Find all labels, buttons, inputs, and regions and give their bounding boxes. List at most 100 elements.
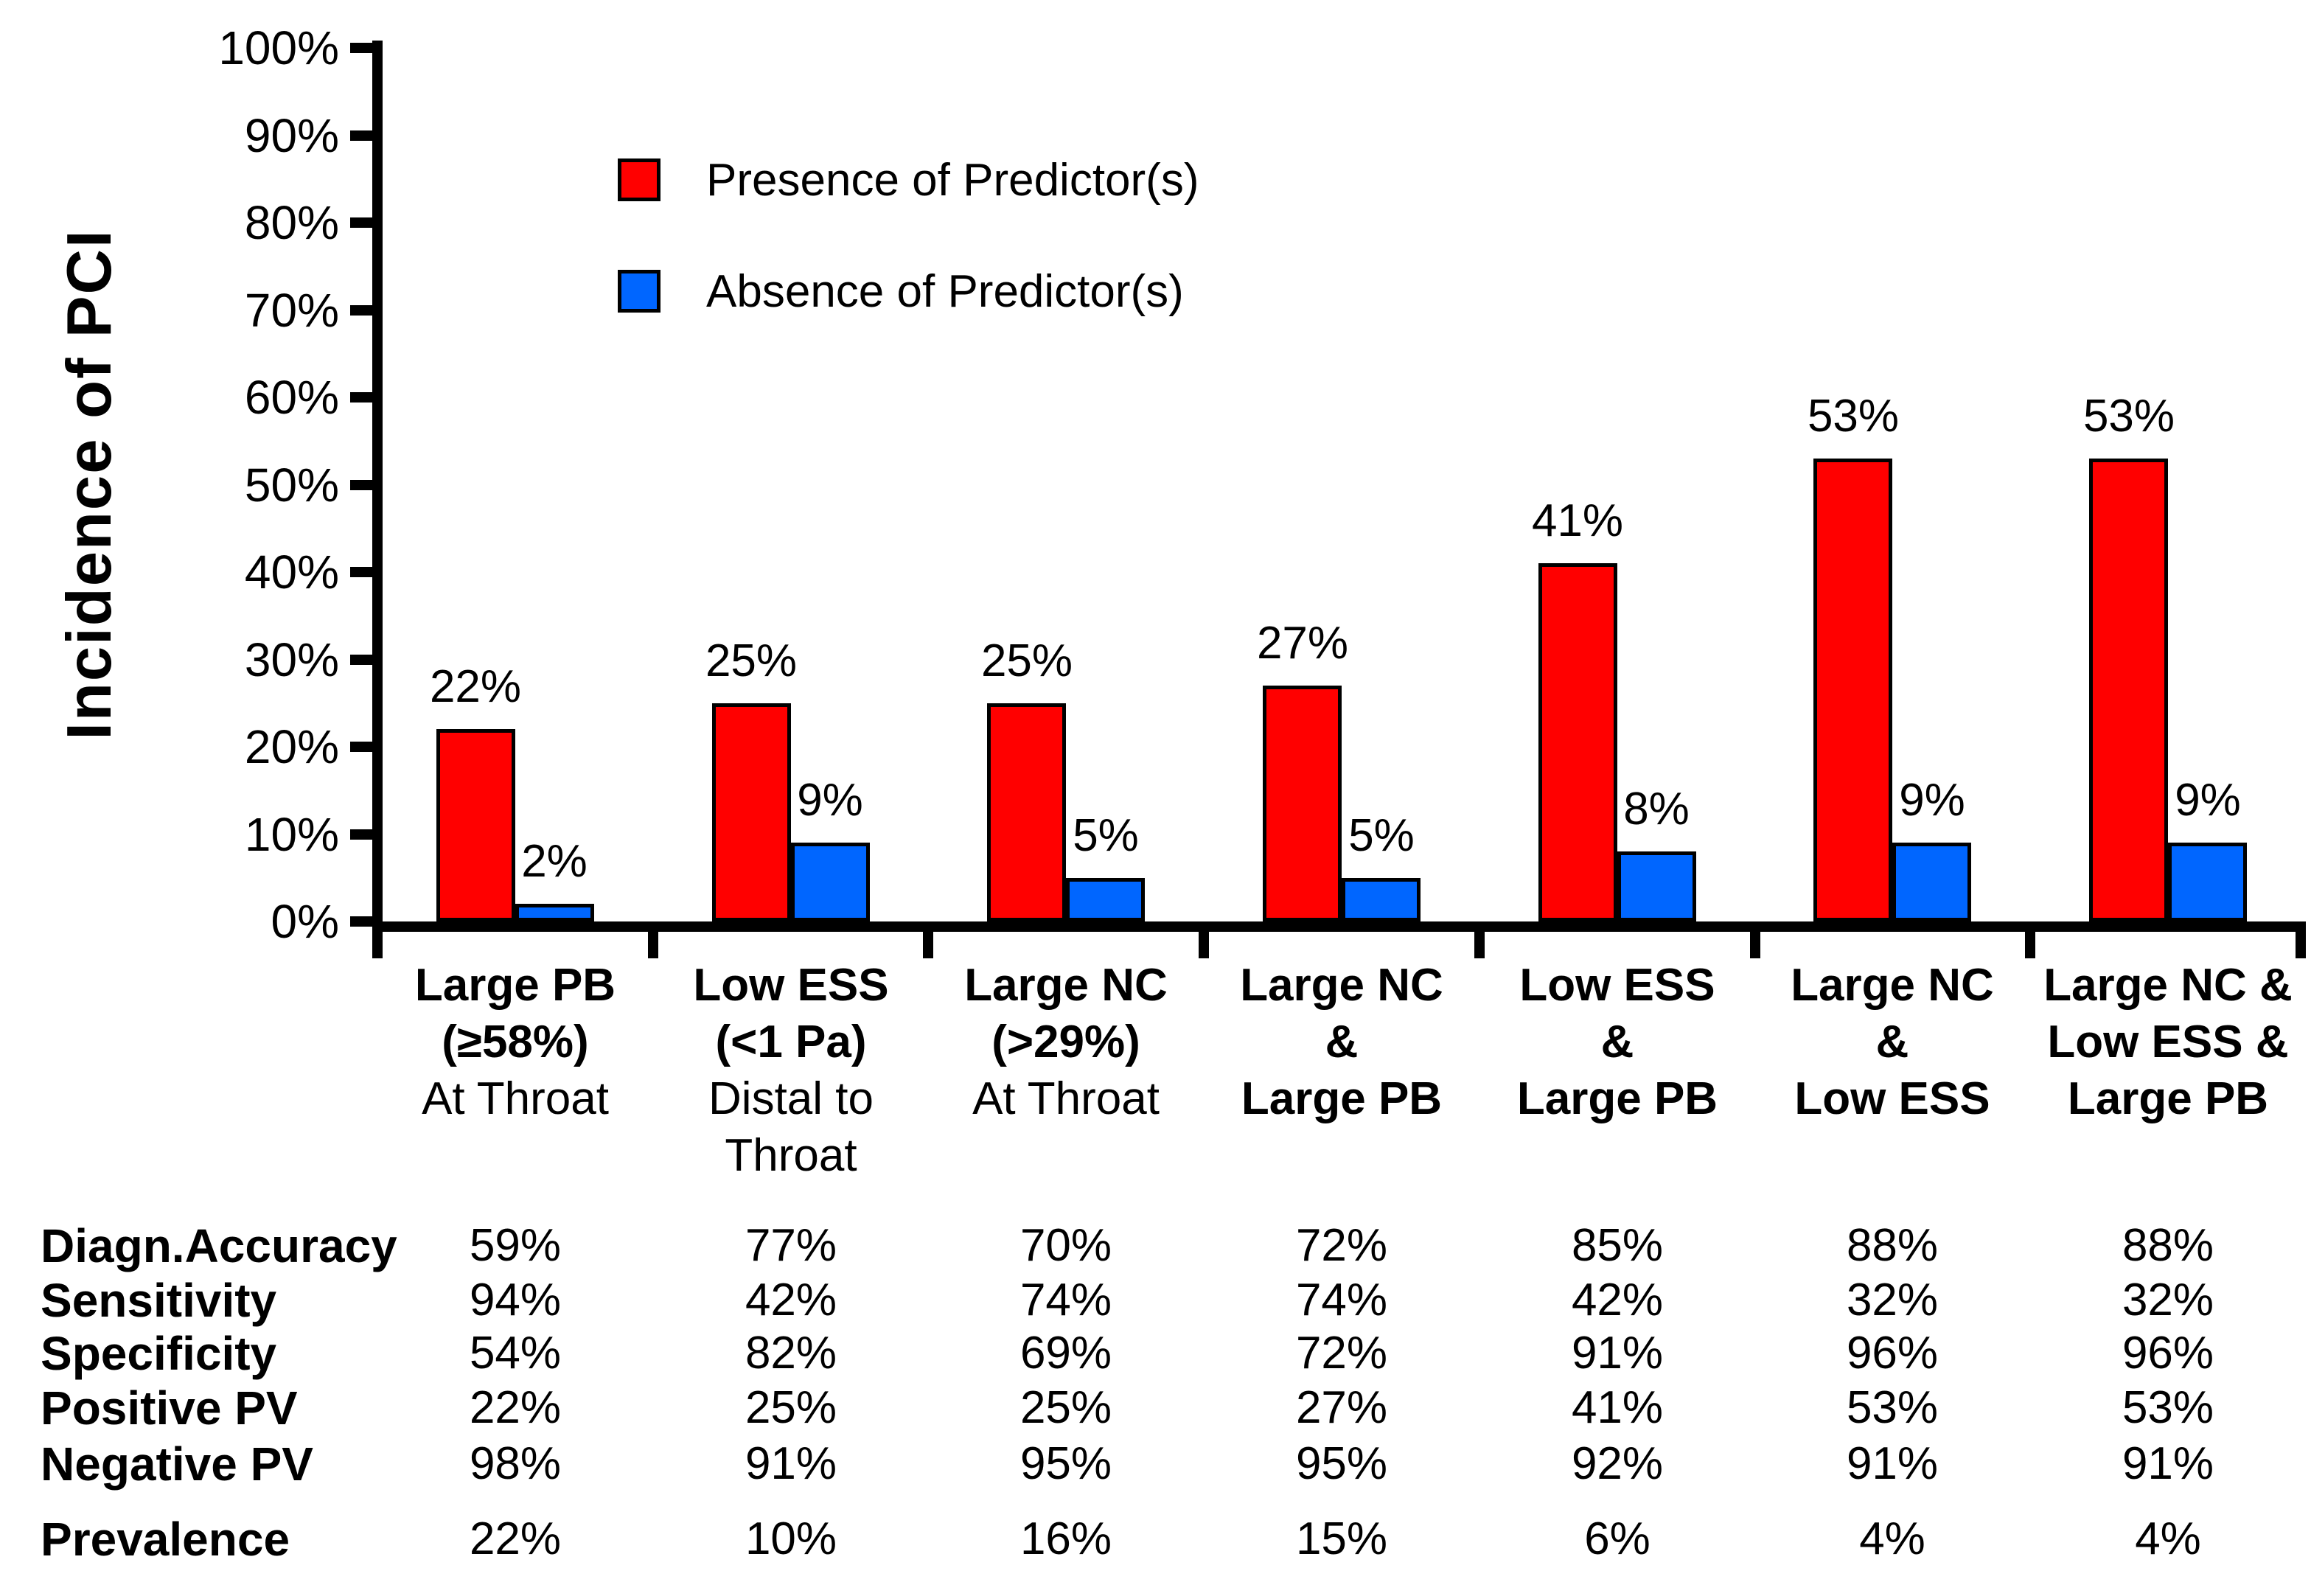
table-cell: 25% [1019,1382,1112,1433]
bar-absence-4 [1342,878,1421,921]
table-cell: 91% [1571,1328,1664,1379]
table-cell: 10% [745,1513,837,1564]
bar-absence-7 [2168,843,2247,921]
table-cell: 91% [745,1438,837,1489]
table-cell: 54% [469,1328,562,1379]
category-label-line: Low ESS [693,960,889,1011]
category-label-line: Distal to [708,1073,874,1124]
category-label-line: & [1325,1017,1359,1067]
bar-value-label: 41% [1531,495,1624,546]
table-cell: 32% [2122,1275,2214,1325]
category-label-4: Large NC & Large PB [1198,957,1485,1127]
category-label-5: Low ESS & Large PB [1474,957,1761,1127]
y-axis-tick [350,392,372,403]
bar-presence-1 [436,729,515,921]
bar-value-label: 2% [521,836,588,887]
bar-value-label: 27% [1256,618,1349,669]
y-axis-tick-label: 20% [244,720,339,773]
table-cell: 82% [745,1328,837,1379]
bar-value-label: 9% [1899,775,1965,826]
bar-value-label: 53% [1807,391,1900,442]
category-label-line: Large PB [414,960,616,1011]
x-axis-tick [2296,921,2306,958]
table-cell: 4% [2135,1513,2201,1564]
y-axis-tick-label: 70% [244,284,339,337]
category-label-line: Throat [725,1130,857,1181]
bar-value-label: 22% [429,661,522,712]
bar-value-label: 25% [705,635,798,686]
bar-presence-3 [987,703,1066,921]
bar-absence-3 [1066,878,1145,921]
bar-value-label: 5% [1348,810,1415,861]
category-label-line: (>29%) [991,1017,1140,1067]
category-label-line: (≥58%) [442,1017,589,1067]
y-axis-tick [350,480,372,490]
table-cell: 95% [1295,1438,1388,1489]
table-cell: 27% [1295,1382,1388,1433]
y-axis-tick [350,130,372,141]
x-axis-tick [372,921,383,958]
x-axis-tick [923,921,933,958]
y-axis-tick-label: 80% [244,196,339,249]
table-cell: 91% [1846,1438,1939,1489]
bar-value-label: 25% [980,635,1073,686]
category-label-line: Large PB [2067,1073,2269,1124]
y-axis-tick-label: 0% [271,895,340,948]
bar-presence-4 [1263,686,1342,921]
table-cell: 95% [1019,1438,1112,1489]
table-cell: 69% [1019,1328,1112,1379]
bar-presence-2 [712,703,791,921]
bar-value-label: 5% [1073,810,1139,861]
category-label-line: Large NC & [2043,960,2293,1011]
category-label-line: Large NC [964,960,1168,1011]
table-cell: 72% [1295,1220,1388,1271]
bar-absence-5 [1617,851,1696,921]
x-axis-line [372,921,2306,932]
table-cell: 6% [1584,1513,1651,1564]
bar-presence-6 [1813,459,1892,921]
y-axis-tick-label: 40% [244,546,339,599]
table-row-label: Negative PV [41,1438,313,1491]
legend-label-absence: Absence of Predictor(s) [706,265,1184,317]
y-axis-title: Incidence of PCI [55,229,125,740]
table-row-label: Prevalence [41,1513,290,1566]
table-cell: 53% [1846,1382,1939,1433]
y-axis-tick [350,567,372,577]
legend-item-presence: Presence of Predictor(s) [618,155,1199,206]
table-cell: 74% [1019,1275,1112,1325]
category-label-line: At Throat [422,1073,609,1124]
y-axis-tick-label: 50% [244,459,339,512]
x-axis-tick [2025,921,2035,958]
table-cell: 96% [1846,1328,1939,1379]
bar-presence-7 [2089,459,2168,921]
table-cell: 85% [1571,1220,1664,1271]
table-row-label: Positive PV [41,1381,298,1435]
category-label-3: Large NC (>29%) At Throat [922,957,1210,1127]
bar-value-label: 8% [1623,784,1690,834]
bar-absence-2 [791,843,870,921]
table-cell: 22% [469,1382,562,1433]
table-cell: 91% [2122,1438,2214,1489]
category-label-line: Low ESS & [2047,1017,2289,1067]
category-label-6: Large NC & Low ESS [1749,957,2036,1127]
table-row-label: Specificity [41,1327,277,1380]
table-cell: 92% [1571,1438,1664,1489]
y-axis-tick [350,655,372,665]
table-cell: 25% [745,1382,837,1433]
category-label-line: Low ESS [1519,960,1715,1011]
category-label-line: & [1875,1017,1909,1067]
legend-swatch-presence-icon [618,158,660,201]
table-cell: 94% [469,1275,562,1325]
category-label-line: Large NC [1240,960,1443,1011]
bar-value-label: 9% [2175,775,2241,826]
category-label-1: Large PB (≥58%) At Throat [372,957,659,1127]
bar-presence-5 [1538,563,1617,921]
legend-item-absence: Absence of Predictor(s) [618,266,1184,317]
table-cell: 4% [1859,1513,1925,1564]
bar-value-label: 53% [2082,391,2175,442]
table-cell: 59% [469,1220,562,1271]
category-label-line: Large PB [1241,1073,1443,1124]
table-cell: 15% [1295,1513,1388,1564]
bar-value-label: 9% [797,775,863,826]
